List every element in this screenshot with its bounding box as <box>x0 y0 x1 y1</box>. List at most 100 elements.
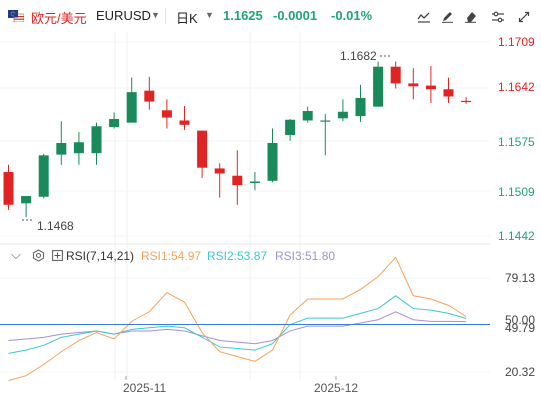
rsi-layer <box>8 256 467 381</box>
rsi1-line <box>8 256 467 381</box>
indicator-name[interactable]: RSI(7,14,21) <box>66 249 135 263</box>
price-tick: 1.1575 <box>498 135 535 149</box>
rsi1-value: RSI1:54.97 <box>141 249 202 263</box>
candle[interactable] <box>285 119 296 141</box>
candle-body <box>249 181 260 183</box>
candle-body <box>21 196 32 204</box>
fullscreen-button[interactable] <box>514 7 533 26</box>
candle-body <box>355 97 366 117</box>
candle-body <box>232 175 243 186</box>
candle-body <box>214 168 225 174</box>
candle[interactable] <box>214 163 225 198</box>
candle-body <box>461 100 472 103</box>
grid-lines <box>0 32 490 380</box>
rsi-tick: 79.13 <box>505 271 535 285</box>
candle[interactable] <box>21 196 32 218</box>
price-axis: 1.1709 1.1642 1.1575 1.1509 1.1442 <box>498 35 535 243</box>
draw-tool-button[interactable] <box>438 7 457 26</box>
eye-icon[interactable] <box>32 249 45 262</box>
candle-body <box>373 66 384 107</box>
rsi3-value: RSI3:51.80 <box>275 249 336 263</box>
delete-tool-icon <box>465 12 476 23</box>
candle-body <box>302 111 313 121</box>
rsi3-line <box>8 311 467 345</box>
x-tick: 2025-11 <box>123 381 166 395</box>
candle[interactable] <box>249 172 260 191</box>
candle[interactable] <box>425 65 436 104</box>
x-tick: 2025-12 <box>314 381 358 395</box>
fullscreen-icon <box>518 11 529 22</box>
candle-body <box>425 85 436 90</box>
candle[interactable] <box>38 153 49 199</box>
candle-body <box>38 155 49 197</box>
indicator-icon[interactable] <box>52 250 63 261</box>
toolbar-divider <box>165 8 166 24</box>
candle-body <box>320 120 331 122</box>
interval-selector[interactable]: 日K <box>176 11 198 26</box>
candle-body <box>390 66 401 84</box>
candle[interactable] <box>267 128 278 183</box>
candle-body <box>56 142 67 155</box>
candle-body <box>337 111 348 119</box>
price-tick: 1.1642 <box>498 80 535 94</box>
line-tool-button[interactable] <box>414 7 433 26</box>
candle-body <box>179 120 190 125</box>
flag-eu-us-icon <box>8 10 24 22</box>
pair-name[interactable]: 欧元/美元 <box>31 11 87 26</box>
candle[interactable] <box>91 122 102 165</box>
candle[interactable] <box>144 76 155 110</box>
chart-toolbar: 欧元/美元 EURUSD ▼ 日K ▼ 1.1625 -0.0001 -0.01… <box>0 0 541 32</box>
rsi-axis: 79.13 50.00 49.79 20.32 <box>505 271 535 379</box>
rsi-tick: 49.79 <box>505 321 535 335</box>
symbol-code[interactable]: EURUSD <box>96 8 151 23</box>
candle[interactable] <box>408 68 419 100</box>
candle[interactable] <box>373 61 384 107</box>
candle[interactable] <box>56 121 67 165</box>
candle[interactable] <box>126 77 137 123</box>
candle-body <box>443 89 454 97</box>
price-tick: 1.1509 <box>498 185 535 199</box>
dropdown-icon[interactable]: ▼ <box>151 10 160 20</box>
candle[interactable] <box>443 77 454 104</box>
interval-dropdown-icon[interactable]: ▼ <box>205 10 214 20</box>
settings-button[interactable] <box>488 7 507 26</box>
candle-body <box>267 142 278 181</box>
price-change: -0.0001 <box>273 8 318 23</box>
settings-icon <box>491 11 504 22</box>
candle-body <box>197 130 208 168</box>
candle-body <box>3 172 14 205</box>
candle[interactable] <box>179 105 190 130</box>
annotations-layer: 1.1468 1.1682 <box>22 49 390 233</box>
candle[interactable] <box>320 113 331 156</box>
low-annotation: 1.1468 <box>37 219 74 233</box>
price-tick: 1.1709 <box>498 35 535 49</box>
candle-body <box>91 126 102 154</box>
collapse-icon[interactable]: ⌵ <box>11 247 21 262</box>
price-change-pct: -0.01% <box>331 8 373 23</box>
candle-body <box>408 83 419 87</box>
candle-body <box>109 119 120 128</box>
candle[interactable] <box>337 99 348 122</box>
candle[interactable] <box>390 61 401 89</box>
candle[interactable] <box>73 132 84 165</box>
candle-body <box>73 142 84 154</box>
candle[interactable] <box>355 84 366 122</box>
candle[interactable] <box>232 150 243 205</box>
rsi2-value: RSI2:53.87 <box>207 249 268 263</box>
candle[interactable] <box>302 106 313 123</box>
candle[interactable] <box>109 112 120 129</box>
high-annotation: 1.1682 <box>340 49 377 63</box>
candle[interactable] <box>461 97 472 104</box>
delete-tool-button[interactable] <box>461 7 480 26</box>
line-tool-icon <box>416 12 430 23</box>
candle[interactable] <box>161 99 172 129</box>
candle[interactable] <box>3 164 14 210</box>
rsi2-line <box>8 295 467 354</box>
last-price: 1.1625 <box>223 8 263 23</box>
rsi-tick: 20.32 <box>505 365 535 379</box>
candle-body <box>144 90 155 102</box>
candle[interactable] <box>197 130 208 178</box>
candle-body <box>126 92 137 123</box>
candle-body <box>161 110 172 118</box>
